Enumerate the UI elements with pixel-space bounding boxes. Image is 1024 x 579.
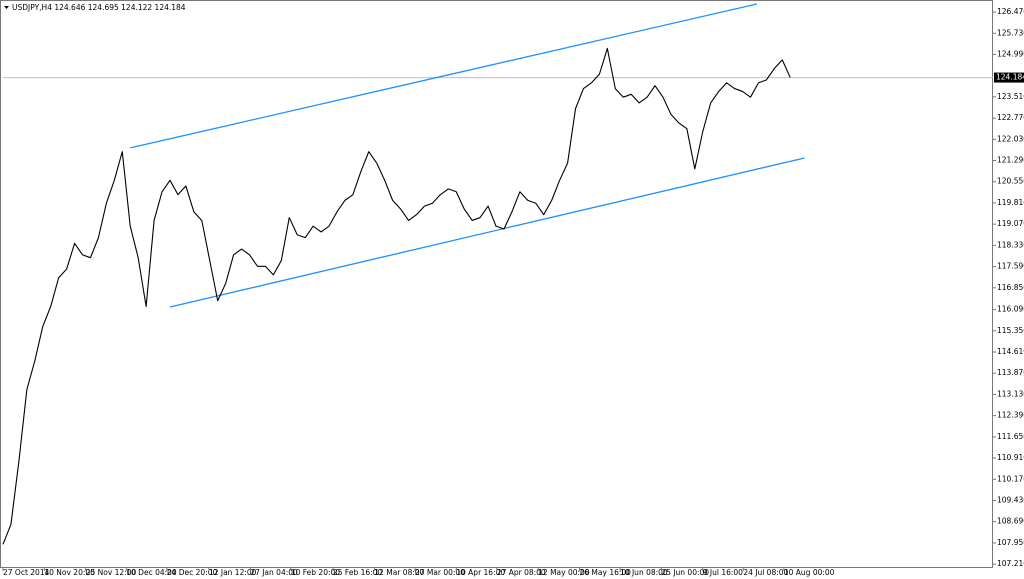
y-tick-label: 113.130 <box>997 389 1024 398</box>
y-tick-label: 121.290 <box>997 156 1024 165</box>
y-tick-label: 115.350 <box>997 326 1024 335</box>
y-tick-label: 124.990 <box>997 49 1024 58</box>
y-tick-label: 126.470 <box>997 7 1024 16</box>
y-tick-label: 116.850 <box>997 283 1024 292</box>
y-tick-label: 118.330 <box>997 240 1024 249</box>
y-tick-label: 122.030 <box>997 134 1024 143</box>
y-tick-label: 107.950 <box>997 538 1024 547</box>
x-tick-label: 10 Feb 20:00 <box>291 568 340 577</box>
y-tick-label: 119.810 <box>997 198 1024 207</box>
y-tick-label: 117.590 <box>997 262 1024 271</box>
trend-line <box>130 3 757 149</box>
price-line <box>2 47 791 545</box>
y-tick-label: 112.390 <box>997 411 1024 420</box>
menu-arrow <box>4 6 9 9</box>
x-tick-label: 27 Apr 08:00 <box>497 568 546 577</box>
x-tick-label: 26 May 16:00 <box>580 568 632 577</box>
y-tick-label: 107.210 <box>997 559 1024 568</box>
x-tick-label: 9 Jul 16:00 <box>703 568 743 577</box>
x-tick-label: 27 Oct 2014 <box>3 568 50 577</box>
y-tick-label: 122.770 <box>997 113 1024 122</box>
x-tick-label: 27 Mar 00:00 <box>415 568 465 577</box>
x-tick-label: 10 Dec 04:00 <box>126 568 177 577</box>
x-tick-label: 10 Apr 16:00 <box>456 568 505 577</box>
x-tick-label: 10 Jun 08:00 <box>620 568 668 577</box>
y-tick-label: 116.090 <box>997 305 1024 314</box>
y-tick-label: 113.870 <box>997 368 1024 377</box>
x-tick-label: 25 Feb 16:00 <box>333 568 382 577</box>
y-tick-label: 110.910 <box>997 453 1024 462</box>
current-price-label: 124.184 <box>996 73 1024 82</box>
x-tick-label: 12 Jan 12:00 <box>209 568 257 577</box>
x-tick-label: 24 Jul 08:00 <box>743 568 788 577</box>
trend-line <box>169 157 805 308</box>
y-tick-label: 125.730 <box>997 28 1024 37</box>
x-tick-label: 25 Nov 12:00 <box>86 568 137 577</box>
plot-frame <box>0 0 993 568</box>
x-tick-label: 25 Jun 00:00 <box>661 568 709 577</box>
y-tick-label: 110.170 <box>997 474 1024 483</box>
x-tick-label: 24 Dec 20:00 <box>167 568 218 577</box>
y-tick-label: 111.650 <box>997 432 1024 441</box>
current-price-box <box>994 72 1024 83</box>
y-tick-label: 114.610 <box>997 347 1024 356</box>
y-tick-label: 119.070 <box>997 219 1024 228</box>
y-tick-label: 123.510 <box>997 92 1024 101</box>
x-tick-label: 12 May 00:00 <box>538 568 590 577</box>
y-tick-label: 108.690 <box>997 517 1024 526</box>
x-tick-label: 10 Aug 00:00 <box>784 568 835 577</box>
x-tick-label: 12 Mar 08:00 <box>374 568 424 577</box>
chart-title: USDJPY,H4 124.646 124.695 124.122 124.18… <box>12 3 186 12</box>
y-tick-label: 120.550 <box>997 177 1024 186</box>
x-tick-label: 27 Jan 04:00 <box>250 568 298 577</box>
x-tick-label: 10 Nov 20:00 <box>44 568 95 577</box>
y-tick-label: 109.430 <box>997 495 1024 504</box>
